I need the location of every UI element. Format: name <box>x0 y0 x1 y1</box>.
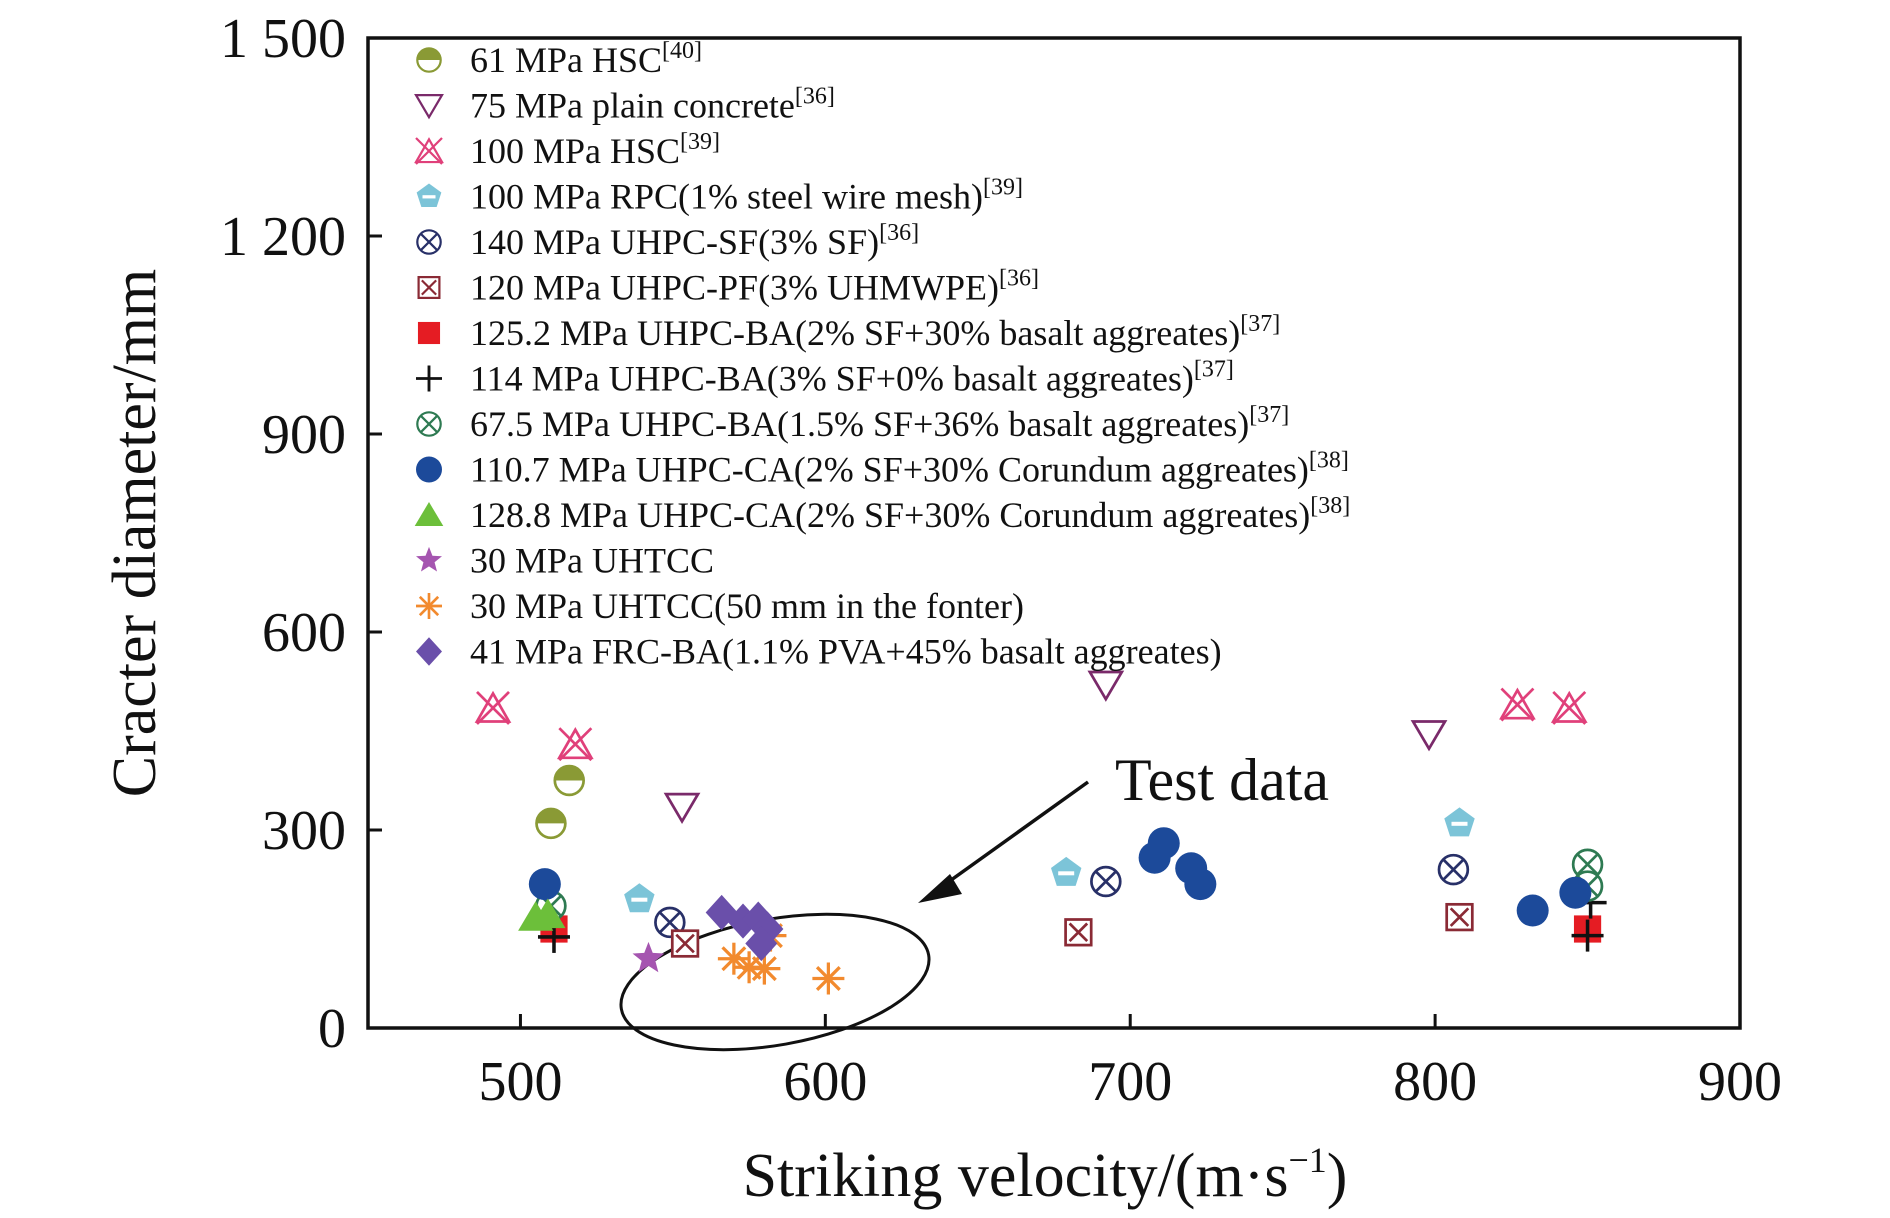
legend-ref-9: [37] <box>1249 402 1289 428</box>
data-point-s4-p3 <box>1444 807 1475 837</box>
data-point-s6-p3 <box>1445 902 1474 932</box>
data-point-s2-p1 <box>663 792 701 824</box>
legend-marker-12 <box>416 546 442 572</box>
legend-marker-8 <box>416 365 442 392</box>
data-point-s3-p1 <box>474 690 512 725</box>
annotation-arrow <box>938 780 1090 890</box>
legend-marker-11 <box>414 502 444 527</box>
legend-marker-2 <box>414 93 444 120</box>
data-point-s3-p4 <box>1550 690 1588 725</box>
data-point-s6-p2 <box>1064 918 1093 947</box>
legend-ref-3: [39] <box>680 129 720 155</box>
data-point-s6-p1 <box>670 929 700 958</box>
data-point-s4-p1 <box>624 883 655 913</box>
legend-marker-6 <box>417 275 441 300</box>
x-tick-label-3: 700 <box>1088 1051 1172 1113</box>
legend-label-4: 100 MPa RPC(1% steel wire mesh)[39] <box>470 175 1023 217</box>
legend-marker-4 <box>416 183 442 208</box>
data-point-s2-p3 <box>1410 720 1448 752</box>
data-point-s1-p1 <box>535 807 567 840</box>
x-axis-title: Striking velocity/(m·s−1) <box>743 1140 1348 1210</box>
data-point-s5-p3 <box>1437 853 1470 886</box>
data-point-s14-p2 <box>727 903 760 939</box>
y-tick-label-1: 0 <box>318 998 346 1060</box>
legend-marker-13 <box>416 593 442 619</box>
legend-marker-14 <box>416 637 442 666</box>
data-point-s10-p7 <box>1559 876 1592 909</box>
legend-label-7: 125.2 MPa UHPC-BA(2% SF+30% basalt aggre… <box>470 311 1280 353</box>
x-axis-title-superscript: −1 <box>1288 1140 1326 1180</box>
ticks-layer: 500 600 700 800 900 0 300 600 900 1 200 1 500 <box>220 8 1782 1113</box>
legend-label-6: 120 MPa UHPC-PF(3% UHMWPE)[36] <box>470 266 1039 308</box>
data-point-s8-p2 <box>1571 919 1604 952</box>
data-point-s3-p3 <box>1499 687 1536 722</box>
x-tick-label-2: 600 <box>783 1051 867 1113</box>
legend-ref-7: [37] <box>1240 311 1280 337</box>
legend-label-1: 61 MPa HSC[40] <box>470 38 702 80</box>
y-tick-label-6: 1 500 <box>220 8 346 70</box>
plot-frame <box>366 36 1742 1030</box>
legend-label-9: 67.5 MPa UHPC-BA(1.5% SF+36% basalt aggr… <box>470 402 1289 444</box>
y-tick-label-3: 600 <box>262 602 346 664</box>
legend-marker-7 <box>417 321 441 345</box>
legend-marker-5 <box>416 229 442 255</box>
data-point-s12-p1 <box>632 941 665 973</box>
legend-label-8: 114 MPa UHPC-BA(3% SF+0% basalt aggreate… <box>470 357 1234 399</box>
data-point-s11-p2 <box>530 898 566 929</box>
annotation-layer: Test data <box>619 747 1329 1052</box>
legend-ref-1: [40] <box>662 38 702 64</box>
x-tick-label-4: 800 <box>1393 1051 1477 1113</box>
data-layer <box>474 670 1607 995</box>
legend-marker-1 <box>416 47 442 73</box>
legend-ref-4: [39] <box>983 175 1023 201</box>
legend-ref-11: [38] <box>1310 493 1350 519</box>
data-point-s13-p3 <box>748 952 781 985</box>
x-axis-title-end: ) <box>1327 1142 1348 1210</box>
legend-marker-10 <box>416 456 442 483</box>
legend-ref-10: [38] <box>1309 448 1349 474</box>
legend-marker-3 <box>414 137 444 165</box>
y-tick-label-5: 1 200 <box>220 206 346 268</box>
data-point-s10-p3 <box>1147 827 1180 860</box>
legend-label-14: 41 MPa FRC-BA(1.1% PVA+45% basalt aggrea… <box>470 632 1222 672</box>
legend-marker-9 <box>416 411 442 437</box>
x-tick-label-5: 900 <box>1698 1051 1782 1113</box>
legend-label-10: 110.7 MPa UHPC-CA(2% SF+30% Corundum agg… <box>470 448 1349 490</box>
legend-label-3: 100 MPa HSC[39] <box>470 129 720 171</box>
data-point-s5-p2 <box>1090 865 1122 898</box>
y-axis-title: Cracter diameter/mm <box>101 269 169 797</box>
x-tick-label-1: 500 <box>478 1051 562 1113</box>
data-point-s10-p5 <box>1184 868 1217 901</box>
axes-layer <box>366 36 1742 1030</box>
data-point-s14-p3 <box>742 901 775 937</box>
data-point-s10-p1 <box>528 868 561 901</box>
data-point-s1-p2 <box>553 764 585 797</box>
data-point-s13-p5 <box>812 962 845 995</box>
legend-label-11: 128.8 MPa UHPC-CA(2% SF+30% Corundum agg… <box>470 493 1350 535</box>
annotation-arrow-head <box>918 874 962 903</box>
legend-ref-8: [37] <box>1194 357 1234 383</box>
legend: 61 MPa HSC[40]75 MPa plain concrete[36]1… <box>414 38 1350 672</box>
data-point-s4-p2 <box>1050 856 1082 886</box>
y-tick-label-2: 300 <box>262 800 346 862</box>
annotation-label: Test data <box>1115 747 1329 813</box>
legend-ref-2: [36] <box>795 84 835 110</box>
legend-label-2: 75 MPa plain concrete[36] <box>470 84 835 126</box>
legend-label-12: 30 MPa UHTCC <box>470 541 714 581</box>
data-point-s14-p5 <box>745 925 778 962</box>
y-tick-label-4: 900 <box>262 404 346 466</box>
data-point-s3-p2 <box>556 727 594 762</box>
legend-label-13: 30 MPa UHTCC(50 mm in the fonter) <box>470 586 1024 626</box>
legend-label-5: 140 MPa UHPC-SF(3% SF)[36] <box>470 220 919 262</box>
data-point-s10-p6 <box>1516 894 1549 927</box>
legend-ref-6: [36] <box>999 266 1039 292</box>
legend-ref-5: [36] <box>879 220 919 246</box>
data-point-s2-p2 <box>1087 670 1125 702</box>
